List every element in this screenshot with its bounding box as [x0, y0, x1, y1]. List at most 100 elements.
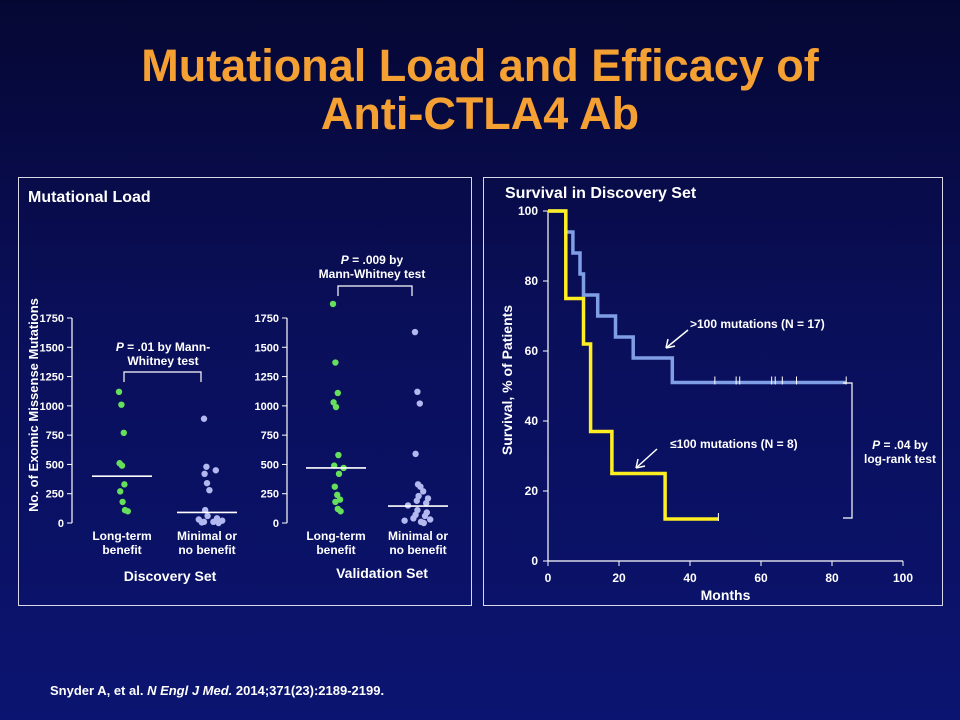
- data-point: [329, 300, 337, 308]
- y-tick-label: 1000: [255, 401, 279, 413]
- slide-title-line2: Anti-CTLA4 Ab: [320, 88, 640, 139]
- category-label: no benefit: [178, 543, 235, 557]
- data-point: [332, 498, 339, 506]
- log-rank-annotation: P = .04 by: [872, 438, 928, 452]
- data-point: [423, 499, 430, 507]
- data-point: [124, 508, 131, 515]
- data-point: [206, 487, 213, 494]
- category-label: Minimal or: [388, 529, 448, 543]
- y-tick-label: 500: [261, 459, 279, 471]
- survival-curve-low: [548, 209, 719, 521]
- mutational-load-panel: [18, 177, 472, 606]
- data-point: [335, 470, 343, 477]
- data-point: [120, 429, 128, 436]
- survival-panel: [483, 177, 943, 606]
- citation-authors: Snyder A, et al.: [50, 683, 144, 698]
- data-point: [416, 400, 423, 407]
- mutational-load-y-label: No. of Exomic Missense Mutations: [26, 298, 41, 512]
- data-point: [420, 519, 427, 527]
- survival-heading: Survival in Discovery Set: [505, 185, 697, 202]
- data-point: [198, 519, 205, 526]
- data-point: [411, 328, 419, 336]
- citation-journal: N Engl J Med.: [147, 683, 233, 698]
- arrow-high: [665, 329, 689, 349]
- x-tick-label: 80: [825, 571, 839, 585]
- y-tick-label: 750: [46, 430, 64, 442]
- data-point: [334, 389, 341, 397]
- category-label: benefit: [102, 543, 141, 557]
- data-point: [337, 508, 344, 515]
- data-point: [421, 512, 429, 520]
- p-value-annotation: Mann-Whitney test: [319, 267, 426, 281]
- arrow-low: [635, 448, 658, 469]
- data-point: [420, 488, 427, 495]
- p-value-annotation: P = .009 by: [341, 253, 404, 267]
- data-point: [115, 388, 123, 395]
- series-label-high: >100 mutations (N = 17): [690, 317, 825, 331]
- log-rank-bracket: [843, 382, 853, 519]
- survival-curve-high: [548, 209, 847, 385]
- data-point: [119, 498, 126, 506]
- set-caption: Discovery Set: [124, 568, 217, 584]
- data-point: [118, 462, 126, 469]
- data-point: [427, 516, 434, 523]
- y-axis-label: Survival, % of Patients: [499, 305, 515, 455]
- data-point: [204, 512, 211, 520]
- citation-details: 2014;371(23):2189-2199.: [235, 683, 385, 698]
- data-point: [117, 488, 124, 495]
- y-tick-label: 750: [261, 430, 279, 442]
- y-tick-label: 100: [518, 204, 538, 218]
- arrowhead-high: [665, 338, 676, 349]
- data-point: [210, 518, 217, 526]
- x-axis-label: Months: [701, 587, 751, 603]
- data-point: [118, 401, 125, 408]
- data-point: [332, 403, 340, 411]
- y-tick-label: 20: [525, 484, 539, 498]
- data-point: [215, 519, 222, 527]
- p-value-annotation: P = .01 by Mann-: [116, 340, 210, 354]
- y-tick-label: 1250: [255, 372, 279, 384]
- data-point: [332, 359, 339, 366]
- p-value-annotation: Whitney test: [127, 354, 198, 368]
- significance-bracket: [123, 371, 202, 382]
- category-label: Long-term: [92, 529, 151, 543]
- y-tick-label: 1250: [40, 372, 64, 384]
- y-tick-label: 0: [58, 518, 64, 530]
- slide-title-line1: Mutational Load and Efficacy of: [141, 40, 819, 91]
- x-tick-label: 20: [612, 571, 626, 585]
- y-tick-label: 40: [525, 414, 539, 428]
- data-point: [201, 470, 208, 477]
- data-point: [413, 497, 420, 504]
- category-label: Minimal or: [177, 529, 237, 543]
- significance-bracket: [337, 285, 413, 296]
- citation: Snyder A, et al. N Engl J Med. 2014;371(…: [50, 683, 384, 698]
- slide-title: Mutational Load and Efficacy of Anti-CTL…: [0, 42, 960, 138]
- category-label: benefit: [316, 543, 355, 557]
- y-tick-label: 80: [525, 274, 539, 288]
- y-tick-label: 250: [46, 489, 64, 501]
- series-label-low: ≤100 mutations (N = 8): [670, 437, 798, 451]
- data-point: [410, 515, 417, 522]
- log-rank-annotation: log-rank test: [864, 452, 936, 466]
- y-tick-label: 1500: [40, 342, 64, 354]
- data-point: [412, 450, 419, 458]
- y-tick-label: 1750: [255, 313, 279, 325]
- data-point: [334, 491, 341, 499]
- y-tick-label: 0: [273, 518, 279, 530]
- mutational-load-heading: Mutational Load: [28, 189, 151, 206]
- x-tick-label: 100: [893, 571, 913, 585]
- data-point: [121, 481, 128, 488]
- data-point: [417, 483, 424, 490]
- set-caption: Validation Set: [336, 565, 428, 581]
- data-point: [331, 483, 338, 490]
- y-tick-label: 250: [261, 489, 279, 501]
- arrowhead-low: [635, 458, 646, 469]
- y-tick-label: 60: [525, 344, 539, 358]
- y-tick-label: 500: [46, 459, 64, 471]
- data-point: [203, 463, 210, 470]
- x-tick-label: 0: [545, 571, 552, 585]
- category-label: no benefit: [389, 543, 446, 557]
- y-tick-label: 1500: [255, 342, 279, 354]
- data-point: [203, 479, 211, 487]
